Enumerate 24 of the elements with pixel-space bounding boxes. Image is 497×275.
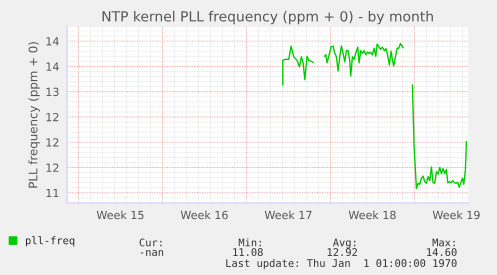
x-tick-label: Week 19 (432, 210, 480, 220)
x-tick-label: Week 16 (180, 210, 228, 220)
y-tick-label: 13 (46, 88, 59, 96)
y-tick-label: 14 (46, 37, 59, 46)
legend-label: pll-freq (26, 236, 74, 246)
y-tick-label: 12 (46, 112, 58, 122)
y-tick-label: 11 (46, 188, 58, 198)
text: 14.60 (427, 248, 457, 256)
text: Cur: (140, 238, 162, 246)
text: Last update: Thu Jan 1 01:00:00 1970 (226, 258, 457, 270)
text: Min: (238, 238, 261, 246)
x-tick-label: Week 18 (348, 210, 396, 220)
x-tick-label: Week 15 (96, 210, 144, 220)
text: 11.08 (233, 248, 263, 256)
text: Avg: (332, 238, 356, 248)
text: 12.92 (328, 248, 357, 256)
text: Max: (432, 238, 455, 246)
y-tick-label: 12 (46, 138, 58, 146)
y-axis-title: PLL frequency (ppm + 0) (28, 42, 40, 188)
text: -nan (140, 250, 164, 256)
x-tick-label: Week 17 (264, 210, 312, 220)
y-tick-label: 12 (46, 164, 58, 172)
chart-title: NTP kernel PLL frequency (ppm + 0) - by month (102, 10, 433, 24)
y-tick-label: 14 (46, 62, 59, 71)
